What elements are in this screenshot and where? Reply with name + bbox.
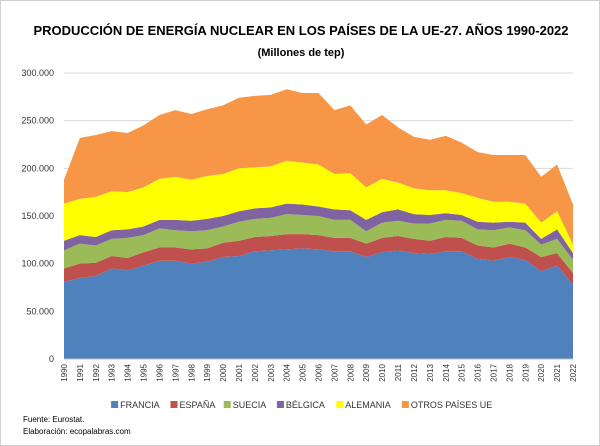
x-tick-label: 2008: [346, 363, 355, 381]
chart-title: PRODUCCIÓN DE ENERGÍA NUCLEAR EN LOS PAÍ…: [33, 23, 569, 38]
x-tick-label: 1997: [171, 363, 180, 381]
y-tick-label: 300.000: [21, 68, 54, 78]
x-tick-label: 1996: [155, 363, 164, 381]
legend-label: OTROS PAÍSES UE: [411, 400, 492, 410]
x-tick-label: 2020: [537, 363, 546, 381]
x-tick-label: 2016: [474, 363, 483, 381]
x-tick-label: 1992: [92, 363, 101, 381]
x-tick-label: 2015: [458, 363, 467, 381]
x-tick-label: 1993: [108, 363, 117, 381]
x-tick-label: 2011: [394, 363, 403, 381]
area-alemania: [64, 160, 573, 254]
legend-label: ESPAÑA: [180, 400, 216, 410]
area-otros-pa-ses-ue: [64, 89, 573, 245]
source-note: Fuente: Eurostat.: [23, 415, 85, 424]
x-tick-label: 2019: [521, 363, 530, 381]
legend-swatch: [336, 401, 344, 408]
y-tick-label: 100.000: [21, 259, 54, 269]
legend-label: FRANCIA: [120, 400, 160, 410]
x-tick-label: 2014: [442, 363, 451, 381]
y-tick-label: 200.000: [21, 163, 54, 173]
legend-label: ALEMANIA: [345, 400, 391, 410]
y-tick-label: 150.000: [21, 211, 54, 221]
x-tick-label: 2021: [553, 363, 562, 381]
legend-label: SUECIA: [233, 400, 267, 410]
x-tick-label: 2013: [426, 363, 435, 381]
x-tick-label: 2022: [569, 363, 578, 381]
x-tick-label: 2003: [267, 363, 276, 381]
chart-subtitle: (Millones de tep): [257, 47, 345, 59]
x-tick-label: 2006: [315, 363, 324, 381]
x-tick-label: 2017: [489, 363, 498, 381]
legend-swatch: [223, 401, 231, 408]
legend-swatch: [170, 401, 178, 408]
legend-swatch: [401, 401, 409, 408]
x-tick-label: 2004: [283, 363, 292, 381]
x-tick-label: 1990: [60, 363, 69, 381]
x-tick-label: 2010: [378, 363, 387, 381]
x-tick-label: 1995: [140, 363, 149, 381]
y-tick-label: 50.000: [26, 306, 54, 316]
x-tick-label: 1994: [124, 363, 133, 381]
x-tick-label: 2018: [505, 363, 514, 381]
x-tick-label: 2009: [362, 363, 371, 381]
y-tick-label: 250.000: [21, 116, 54, 126]
x-tick-label: 1999: [203, 363, 212, 381]
y-tick-label: 0: [49, 354, 54, 364]
legend-label: BÉLGICA: [286, 400, 325, 410]
legend-swatch: [276, 401, 284, 408]
area-suecia: [64, 214, 573, 274]
credit-note: Elaboración: ecopalabras.com: [23, 427, 131, 436]
area-espa-a: [64, 234, 573, 285]
x-tick-label: 2000: [219, 363, 228, 381]
x-tick-label: 2012: [410, 363, 419, 381]
x-tick-label: 2005: [299, 363, 308, 381]
x-tick-label: 1991: [76, 363, 85, 381]
x-tick-label: 2001: [235, 363, 244, 381]
area-b-lgica: [64, 203, 573, 260]
legend-swatch: [111, 401, 119, 408]
area-francia: [64, 248, 573, 359]
x-tick-label: 2002: [251, 363, 260, 381]
x-tick-label: 1998: [187, 363, 196, 381]
x-tick-label: 2007: [330, 363, 339, 381]
